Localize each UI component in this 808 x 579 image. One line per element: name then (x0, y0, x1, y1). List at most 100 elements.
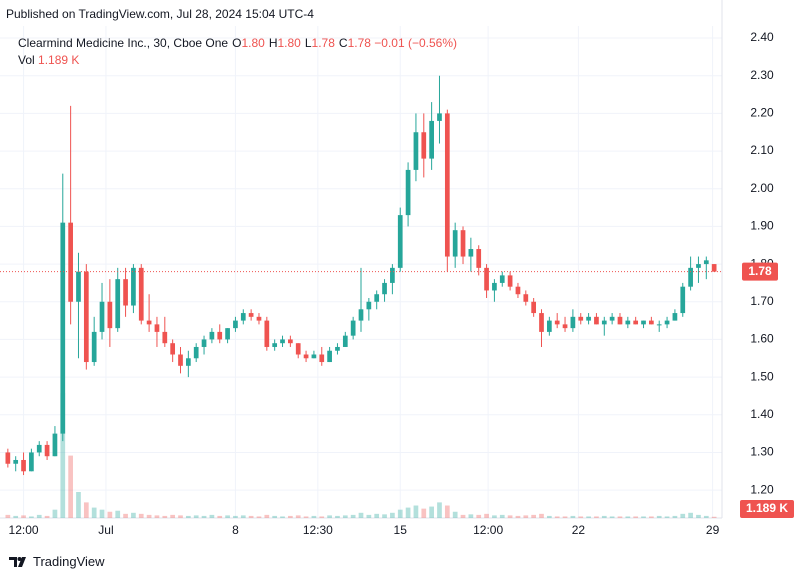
volume-bar (178, 515, 183, 518)
volume-box-label: 1.189 K (746, 501, 788, 515)
x-tick-label: 15 (394, 523, 408, 537)
volume-bar (311, 515, 317, 518)
volume-bar (295, 515, 301, 518)
volume-bar (664, 516, 670, 518)
ohlc-key: L (304, 36, 312, 50)
volume-bar (138, 513, 144, 518)
y-tick-label: 2.20 (750, 106, 774, 120)
volume-bar (193, 515, 199, 518)
candle-body (350, 320, 356, 336)
candle-body (170, 343, 176, 355)
candle-body (76, 271, 81, 302)
candle-body (21, 459, 26, 472)
volume-bar (68, 455, 73, 518)
volume-bar (609, 516, 615, 518)
candle-body (397, 215, 403, 268)
volume-box (740, 500, 794, 518)
volume-bar (444, 505, 450, 518)
volume-bar (115, 510, 121, 518)
volume-bar (248, 515, 254, 518)
volume-bar (288, 515, 293, 518)
candle-body (429, 120, 434, 159)
candle-body (68, 222, 73, 302)
volume-bar (107, 511, 113, 518)
candle-body (390, 267, 395, 283)
volume-bar (546, 515, 552, 518)
candle-body (492, 282, 497, 291)
candle-body (601, 320, 607, 325)
candle-body (123, 279, 128, 306)
candle-body (468, 249, 474, 257)
volume-bar (515, 515, 521, 518)
volume-bar (233, 515, 238, 518)
volume-bar (162, 515, 168, 518)
candle-body (288, 339, 293, 344)
candle-body (649, 320, 654, 325)
ohlc-key: O (232, 36, 242, 50)
brand: TradingView (33, 554, 105, 569)
volume-bar (350, 514, 356, 518)
legend-row: Clearmind Medicine Inc., 30, Cboe One O1.… (18, 35, 457, 52)
candle-body (303, 354, 309, 359)
volume-bar (688, 512, 693, 518)
volume-bar (154, 515, 160, 518)
candle-body (342, 335, 348, 347)
candle-body (319, 354, 325, 363)
volume-bar (649, 516, 654, 518)
candle-body (366, 301, 372, 310)
candle-body (154, 324, 160, 332)
candle-body (83, 271, 89, 363)
x-tick-label: 12:00 (473, 523, 503, 537)
candle-body (233, 320, 238, 329)
candle-body (256, 316, 262, 321)
legend-row: Vol 1.189 K (18, 52, 457, 69)
logo (9, 557, 26, 567)
candle-body (185, 358, 191, 366)
y-tick-label: 1.50 (750, 369, 774, 383)
y-tick-label: 1.30 (750, 445, 774, 459)
volume-bar (641, 516, 646, 518)
candle-body (248, 313, 254, 317)
change: −0.01 (−0.56%) (374, 36, 457, 50)
volume-bar (5, 514, 11, 518)
candle-body (421, 132, 427, 159)
volume-value: 1.189 K (38, 53, 80, 67)
volume-bar (570, 515, 576, 518)
candle-body (437, 113, 442, 121)
volume-title: Vol (18, 53, 35, 67)
volume-bar (36, 514, 42, 518)
candle-body (672, 313, 678, 321)
legend: Clearmind Medicine Inc., 30, Cboe One O1.… (18, 35, 457, 69)
y-tick-label: 1.90 (750, 219, 774, 233)
y-tick-label: 2.40 (750, 30, 774, 44)
y-tick-label: 2.30 (750, 68, 774, 82)
volume-bar (272, 515, 278, 518)
x-tick-label: 12:30 (303, 523, 333, 537)
candle-body (703, 260, 709, 265)
volume-bar (531, 514, 537, 518)
ohlc-value: 1.80 (277, 36, 301, 50)
y-tick-label: 2.00 (750, 181, 774, 195)
candle-body (335, 346, 340, 351)
candle-body (507, 275, 513, 287)
volume-bar (405, 507, 411, 518)
volume-bar (358, 512, 364, 518)
x-tick-label: Jul (98, 523, 113, 537)
candle-body (554, 320, 560, 325)
candle-body (217, 331, 223, 340)
volume-bar (594, 516, 599, 518)
candle-body (586, 316, 591, 321)
volume-bar (240, 515, 246, 518)
volume-bar (185, 515, 191, 518)
volume-bar (335, 515, 340, 518)
volume-bar (633, 516, 639, 518)
volume-bar (146, 514, 152, 518)
volume-bar (397, 509, 403, 518)
volume-bar (201, 515, 207, 518)
candle-body (688, 267, 693, 287)
volume-bar (499, 514, 505, 518)
ohlc-key: H (268, 36, 278, 50)
volume-bar (209, 514, 215, 518)
x-tick-label: 22 (572, 523, 586, 537)
candle-body (570, 316, 576, 329)
